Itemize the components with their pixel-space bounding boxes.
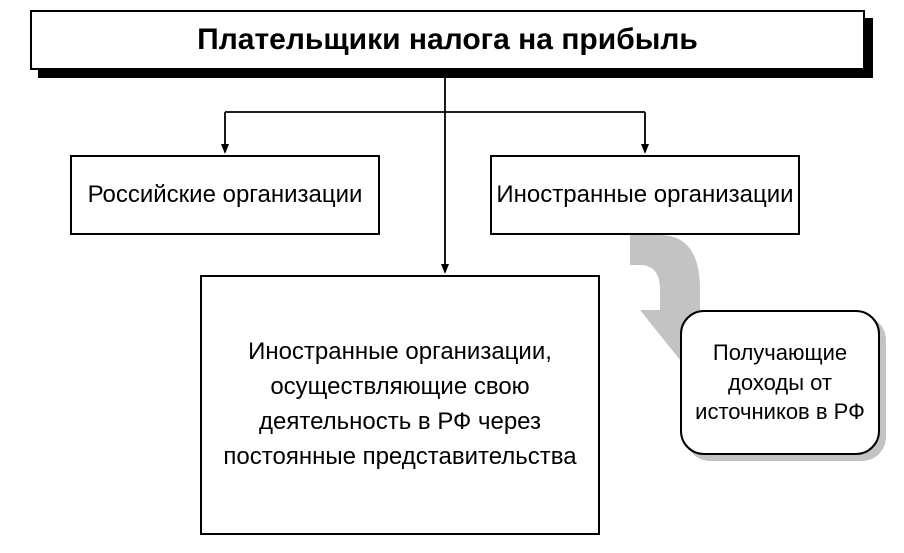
title-text: Плательщики налога на прибыль — [197, 23, 698, 57]
left-box-text: Российские организации — [88, 179, 363, 211]
left-box: Российские организации — [70, 155, 380, 235]
rounded-box-text: Получающие доходы от источников в РФ — [690, 338, 870, 427]
title-box: Плательщики налога на прибыль — [30, 10, 865, 70]
bottom-box-text: Иностранные организации, осуществляющие … — [214, 335, 586, 474]
right-box: Иностранные организации — [490, 155, 800, 235]
rounded-box: Получающие доходы от источников в РФ — [680, 310, 880, 455]
bottom-box: Иностранные организации, осуществляющие … — [200, 275, 600, 535]
right-box-text: Иностранные организации — [496, 179, 793, 211]
